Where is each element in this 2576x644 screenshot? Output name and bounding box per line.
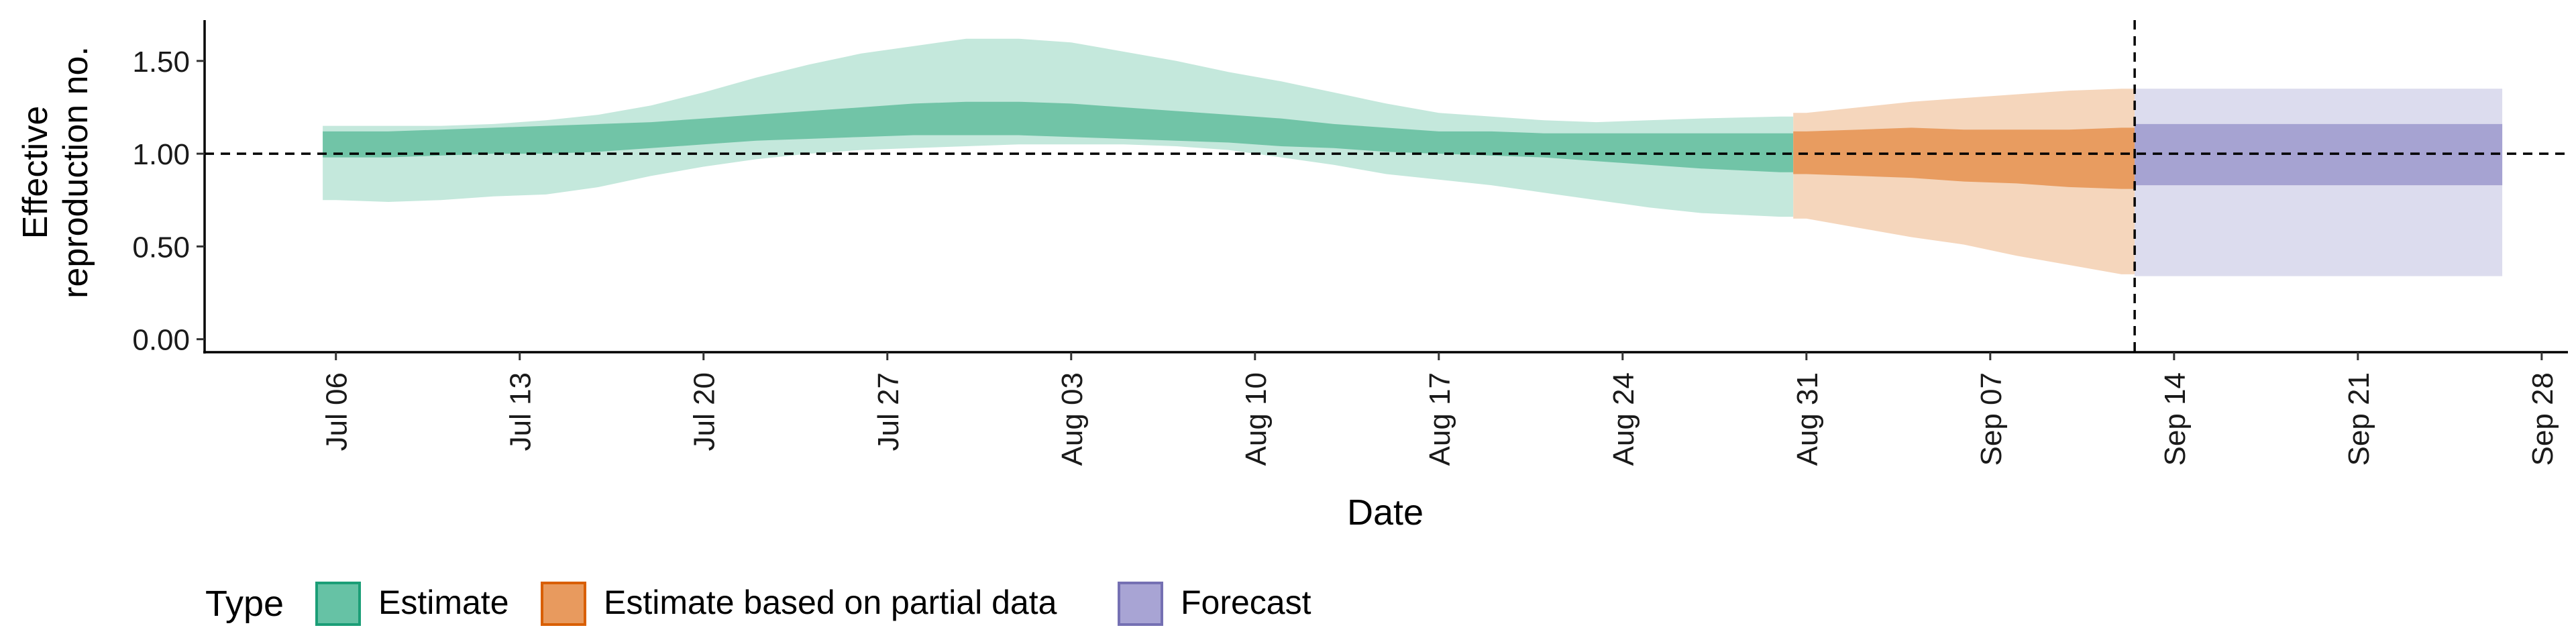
ticks: 0.00 0.50 1.00 1.50 Jul 06 Jul 13 Jul 20 Jul 27… xyxy=(132,46,2559,466)
y-tick-label: 0.50 xyxy=(132,231,190,264)
estimate-based-on-partial-data-50-ribbon xyxy=(1793,127,2135,189)
x-tick-label: Jul 06 xyxy=(321,372,354,451)
x-tick-label: Aug 03 xyxy=(1056,372,1089,466)
y-axis-title-line-2: reproduction no. xyxy=(56,46,95,299)
x-tick-label: Aug 31 xyxy=(1791,372,1824,466)
x-tick-label: Sep 07 xyxy=(1975,372,2008,466)
legend-key-estimate xyxy=(315,582,361,626)
x-tick-label: Aug 24 xyxy=(1607,372,1640,466)
reference-lines xyxy=(205,20,2568,352)
x-tick-label: Sep 14 xyxy=(2159,372,2192,466)
x-tick-label: Sep 28 xyxy=(2526,372,2559,466)
legend-label-forecast: Forecast xyxy=(1181,584,1311,621)
legend-key-estimate-based-on-partial-data xyxy=(541,582,586,626)
estimate-50-ribbon xyxy=(323,101,1794,172)
x-axis-title: Date xyxy=(1347,492,1424,533)
y-tick-label: 1.50 xyxy=(132,46,190,78)
legend-title: Type xyxy=(205,584,284,624)
x-tick-label: Jul 13 xyxy=(504,372,537,451)
x-tick-label: Jul 20 xyxy=(688,372,721,451)
x-tick-label: Sep 21 xyxy=(2343,372,2375,466)
x-tick-label: Jul 27 xyxy=(872,372,905,451)
x-tick-label: Aug 17 xyxy=(1424,372,1456,466)
legend: Type Estimate Estimate based on partial d… xyxy=(205,582,1311,626)
legend-label-estimate-based-on-partial-data: Estimate based on partial data xyxy=(604,584,1057,621)
y-axis-title-line-1: Effective xyxy=(16,106,55,239)
x-tick-label: Aug 10 xyxy=(1240,372,1273,466)
ribbons xyxy=(323,38,2503,276)
legend-key-forecast xyxy=(1118,582,1163,626)
legend-label-estimate: Estimate xyxy=(378,584,509,621)
y-tick-label: 0.00 xyxy=(132,324,190,357)
y-tick-label: 1.00 xyxy=(132,138,190,171)
